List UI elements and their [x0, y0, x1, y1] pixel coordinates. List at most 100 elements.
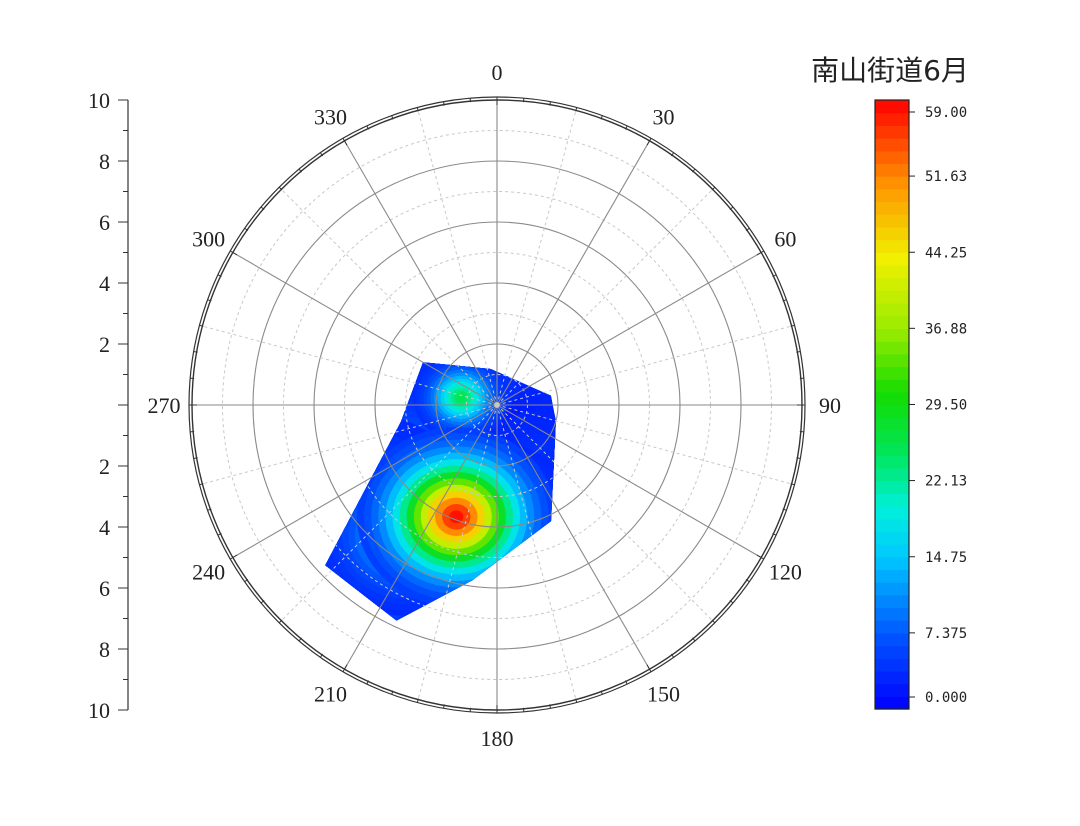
minor-spoke: [496, 404, 714, 622]
colorbar-tick-label: 59.00: [925, 105, 967, 121]
colorbar-band: [875, 632, 909, 647]
angular-tick-mark: [260, 206, 265, 210]
colorbar-band: [875, 607, 909, 621]
colorbar-band: [875, 404, 909, 418]
angular-tick-mark: [230, 250, 238, 256]
major-spoke: [232, 404, 498, 558]
colorbar-band: [875, 379, 909, 393]
angular-tick-mark: [278, 186, 283, 191]
colorbar-band: [875, 112, 909, 126]
minor-spoke: [202, 404, 498, 485]
major-spoke: [496, 252, 762, 406]
colorbar-band: [875, 264, 909, 279]
angular-tick-mark: [782, 299, 787, 302]
radial-tick-label: 2: [99, 332, 110, 357]
angular-tick-mark: [796, 457, 801, 459]
polar-plot: 0 30 60 90 120 150 180 210 240 270 300 330: [148, 60, 842, 751]
angular-tick-mark: [319, 152, 324, 157]
chart-title: 南山街道6月: [811, 54, 969, 87]
angular-tick-mark: [443, 704, 445, 709]
angular-tick-mark: [646, 664, 652, 672]
colorbar-band: [875, 277, 909, 291]
radial-tick-label: 10: [88, 88, 110, 113]
colorbar-band: [875, 455, 909, 469]
radial-tick-label: 4: [99, 271, 110, 296]
angular-tick-mark: [575, 698, 578, 703]
angular-tick-mark: [790, 483, 795, 486]
colorbar-band: [875, 467, 909, 482]
angular-tick-mark: [745, 227, 750, 232]
colorbar-band: [875, 506, 909, 520]
angular-tick-mark: [260, 600, 265, 604]
major-spoke: [496, 140, 650, 406]
angular-tick-label: 270: [148, 393, 181, 418]
colorbar-tick-label: 51.63: [925, 169, 967, 185]
colorbar-band: [875, 645, 909, 659]
contour-band: [457, 394, 465, 401]
colorbar-band: [875, 670, 909, 685]
angular-tick-mark: [230, 554, 238, 560]
contour-field: [325, 362, 556, 621]
colorbar-tick-label: 36.88: [925, 321, 967, 337]
angular-tick-mark: [729, 600, 734, 604]
contour-hotspot: [413, 362, 510, 441]
minor-spoke: [496, 110, 577, 406]
colorbar-band: [875, 353, 909, 368]
colorbar-band: [875, 239, 909, 253]
angular-tick-mark: [366, 125, 369, 130]
colorbar-band: [875, 366, 909, 380]
radial-tick-label: 4: [99, 515, 110, 540]
colorbar-band: [875, 658, 909, 672]
angular-tick-mark: [729, 206, 734, 210]
angular-tick-mark: [782, 508, 787, 511]
minor-spoke: [496, 404, 577, 700]
colorbar-band: [875, 696, 909, 710]
contour-hotspot: [357, 427, 556, 607]
angular-tick-mark: [298, 637, 302, 642]
colorbar: 59.00 51.63 44.25 36.88 29.50 22.13 14.75 7.375…: [874, 99, 967, 710]
colorbar-band: [875, 391, 909, 406]
angular-tick-mark: [711, 619, 716, 624]
colorbar-band: [875, 429, 909, 444]
radial-tick-label: 8: [99, 149, 110, 174]
angular-tick-mark: [549, 101, 551, 106]
angular-tick-label: 300: [192, 227, 225, 252]
radial-tick-label: 6: [99, 576, 110, 601]
colorbar-band: [875, 556, 909, 571]
colorbar-band: [875, 252, 909, 266]
angular-tick-mark: [298, 168, 302, 173]
contour-band: [449, 510, 464, 524]
colorbar-band: [875, 442, 909, 456]
colorbar-band: [875, 480, 909, 494]
angular-tick-mark: [207, 299, 212, 302]
angular-tick-mark: [366, 680, 369, 685]
major-spoke: [496, 404, 650, 670]
angular-tick-label: 90: [819, 393, 841, 418]
colorbar-band: [875, 594, 909, 609]
colorbar-band: [875, 683, 909, 697]
angular-tick-mark: [278, 619, 283, 624]
angular-tick-mark: [756, 554, 764, 560]
colorbar-band: [875, 620, 909, 634]
colorbar-band: [875, 176, 909, 190]
angular-tick-label: 60: [774, 227, 796, 252]
colorbar-tick-label: 7.375: [925, 626, 967, 642]
angular-tick-mark: [756, 250, 764, 256]
colorbar-band: [875, 201, 909, 215]
minor-spoke: [496, 188, 714, 406]
angular-tick-mark: [342, 138, 348, 146]
angular-tick-mark: [244, 227, 249, 232]
minor-spoke: [202, 325, 498, 406]
minor-spoke: [280, 404, 498, 622]
major-spoke: [232, 252, 498, 406]
radial-tick-label: 6: [99, 210, 110, 235]
colorbar-band: [875, 138, 909, 152]
angular-tick-mark: [342, 664, 348, 672]
angular-tick-mark: [391, 115, 394, 120]
colorbar-band: [875, 493, 909, 507]
angular-tick-mark: [217, 274, 222, 277]
colorbar-band: [875, 518, 909, 532]
radial-tick-label: 10: [88, 698, 110, 723]
colorbar-band: [875, 226, 909, 241]
angular-tick-mark: [625, 680, 628, 685]
